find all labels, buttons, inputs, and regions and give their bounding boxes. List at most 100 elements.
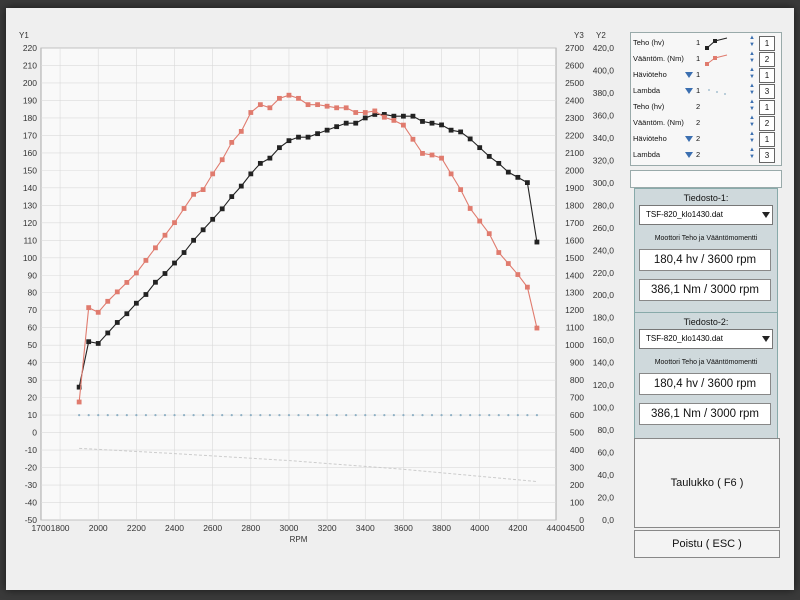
y3-tick-label: 1000 <box>565 340 584 350</box>
y1-tick-label: 200 <box>23 78 37 88</box>
x-tick-label: 1800 <box>51 523 70 533</box>
series-1-point <box>267 155 273 161</box>
line-width-field[interactable]: 3 <box>759 84 775 99</box>
file-1-block: Tiedosto-1: TSF-820_klo1430.dat Moottori… <box>634 188 778 316</box>
series-2-point <box>257 102 263 108</box>
series-2-point <box>534 325 540 331</box>
y1-tick-label: 150 <box>23 165 37 175</box>
legend-row: Häviöteho 2 ▲ ▼ 1 <box>631 131 781 147</box>
dropdown-arrow-icon[interactable] <box>762 212 770 218</box>
spinner-arrows-icon[interactable]: ▲ ▼ <box>749 51 755 64</box>
series-1-point <box>181 250 187 255</box>
y1-tick-label: -10 <box>25 445 38 455</box>
y1-tick-label: 170 <box>23 130 37 140</box>
y3-tick-label: 2300 <box>565 113 584 123</box>
line-width-field[interactable]: 2 <box>759 116 775 131</box>
y3-tick-label: 2200 <box>565 130 584 140</box>
y3-tick-label: 500 <box>570 428 584 438</box>
y2-tick-label: 360,0 <box>593 110 615 120</box>
series-2-point <box>420 151 425 156</box>
series-3-point <box>125 414 128 417</box>
dropdown-arrow-icon[interactable] <box>762 336 770 342</box>
y3-tick-label: 1200 <box>565 305 584 315</box>
series-1-point <box>172 260 177 266</box>
y3-tick-label: 1500 <box>565 253 584 263</box>
series-2-point <box>372 108 378 114</box>
y3-tick-label: 2500 <box>565 78 584 88</box>
line-width-field[interactable]: 1 <box>759 100 775 115</box>
series-3-point <box>449 414 453 417</box>
series-2-point <box>315 102 320 108</box>
series-2-point <box>429 152 435 158</box>
series-1-point <box>86 339 92 345</box>
y3-tick-label: 700 <box>570 393 584 403</box>
series-2-point <box>277 95 282 101</box>
dropdown-arrow-icon[interactable] <box>685 72 693 78</box>
table-button[interactable]: Taulukko ( F6 ) <box>634 438 780 528</box>
y1-tick-label: 10 <box>28 410 38 420</box>
legend-label: Teho (hv) <box>633 38 665 47</box>
legend-swatch <box>705 100 729 114</box>
series-3-point <box>507 414 510 417</box>
series-3-point <box>297 414 300 417</box>
series-1-point <box>133 300 139 306</box>
file-2-select[interactable]: TSF-820_klo1430.dat <box>639 329 773 349</box>
series-3-point <box>163 414 167 417</box>
series-1-point <box>420 119 425 124</box>
legend-label: Vääntöm. (Nm) <box>633 118 684 127</box>
y2-tick-label: 100,0 <box>593 403 615 413</box>
legend-swatch <box>705 132 729 146</box>
y2-tick-label: 420,0 <box>593 43 615 53</box>
y1-tick-label: 130 <box>23 200 37 210</box>
y3-tick-label: 900 <box>570 358 584 368</box>
y3-tick-label: 1900 <box>565 183 584 193</box>
line-width-field[interactable]: 1 <box>759 68 775 83</box>
series-2-point <box>200 187 206 192</box>
series-2-point <box>496 250 502 255</box>
series-2-point <box>105 298 111 304</box>
series-1-point <box>372 112 378 117</box>
line-width-field[interactable]: 1 <box>759 132 775 147</box>
series-1-point <box>391 113 397 119</box>
spinner-arrows-icon[interactable]: ▲ ▼ <box>749 115 755 128</box>
line-width-field[interactable]: 1 <box>759 36 775 51</box>
series-3-point <box>287 414 291 417</box>
x-tick-label: 3600 <box>394 523 413 533</box>
legend-row: Vääntöm. (Nm) 1 ▲ ▼ 2 <box>631 51 781 67</box>
series-1-point <box>381 112 387 117</box>
series-1-point <box>343 120 349 126</box>
spinner-arrows-icon[interactable]: ▲ ▼ <box>749 147 755 160</box>
dropdown-arrow-icon[interactable] <box>685 88 693 94</box>
legend-label: Lambda <box>633 150 661 159</box>
y1-tick-label: 90 <box>28 270 38 280</box>
y1-tick-label: -30 <box>25 480 38 490</box>
spinner-arrows-icon[interactable]: ▲ ▼ <box>749 67 755 80</box>
line-width-field[interactable]: 2 <box>759 52 775 67</box>
y2-tick-label: 140,0 <box>593 358 615 368</box>
series-3-point <box>488 414 491 417</box>
series-3-point <box>469 414 472 417</box>
series-3-point <box>259 414 262 417</box>
dropdown-arrow-icon[interactable] <box>685 152 693 158</box>
y1-tick-label: 100 <box>23 253 37 263</box>
dropdown-arrow-icon[interactable] <box>685 136 693 142</box>
y1-tick-label: 140 <box>23 183 37 193</box>
series-3-point <box>526 414 529 417</box>
y2-tick-label: 120,0 <box>593 380 615 390</box>
series-1-point <box>191 237 196 243</box>
spinner-arrows-icon[interactable]: ▲ ▼ <box>749 83 755 96</box>
x-tick-label: 3000 <box>280 523 299 533</box>
spinner-arrows-icon[interactable]: ▲ ▼ <box>749 99 755 112</box>
y1-tick-label: 20 <box>28 393 38 403</box>
y3-tick-label: 0 <box>579 515 584 525</box>
spinner-arrows-icon[interactable]: ▲ ▼ <box>749 131 755 144</box>
series-1-point <box>477 145 483 151</box>
file-1-select[interactable]: TSF-820_klo1430.dat <box>639 205 773 225</box>
series-3-point <box>116 414 119 417</box>
line-width-field[interactable]: 3 <box>759 148 775 163</box>
quit-button[interactable]: Poistu ( ESC ) <box>634 530 780 558</box>
y1-tick-label: 30 <box>28 375 38 385</box>
x-tick-label: 3800 <box>432 523 451 533</box>
spinner-arrows-icon[interactable]: ▲ ▼ <box>749 35 755 48</box>
